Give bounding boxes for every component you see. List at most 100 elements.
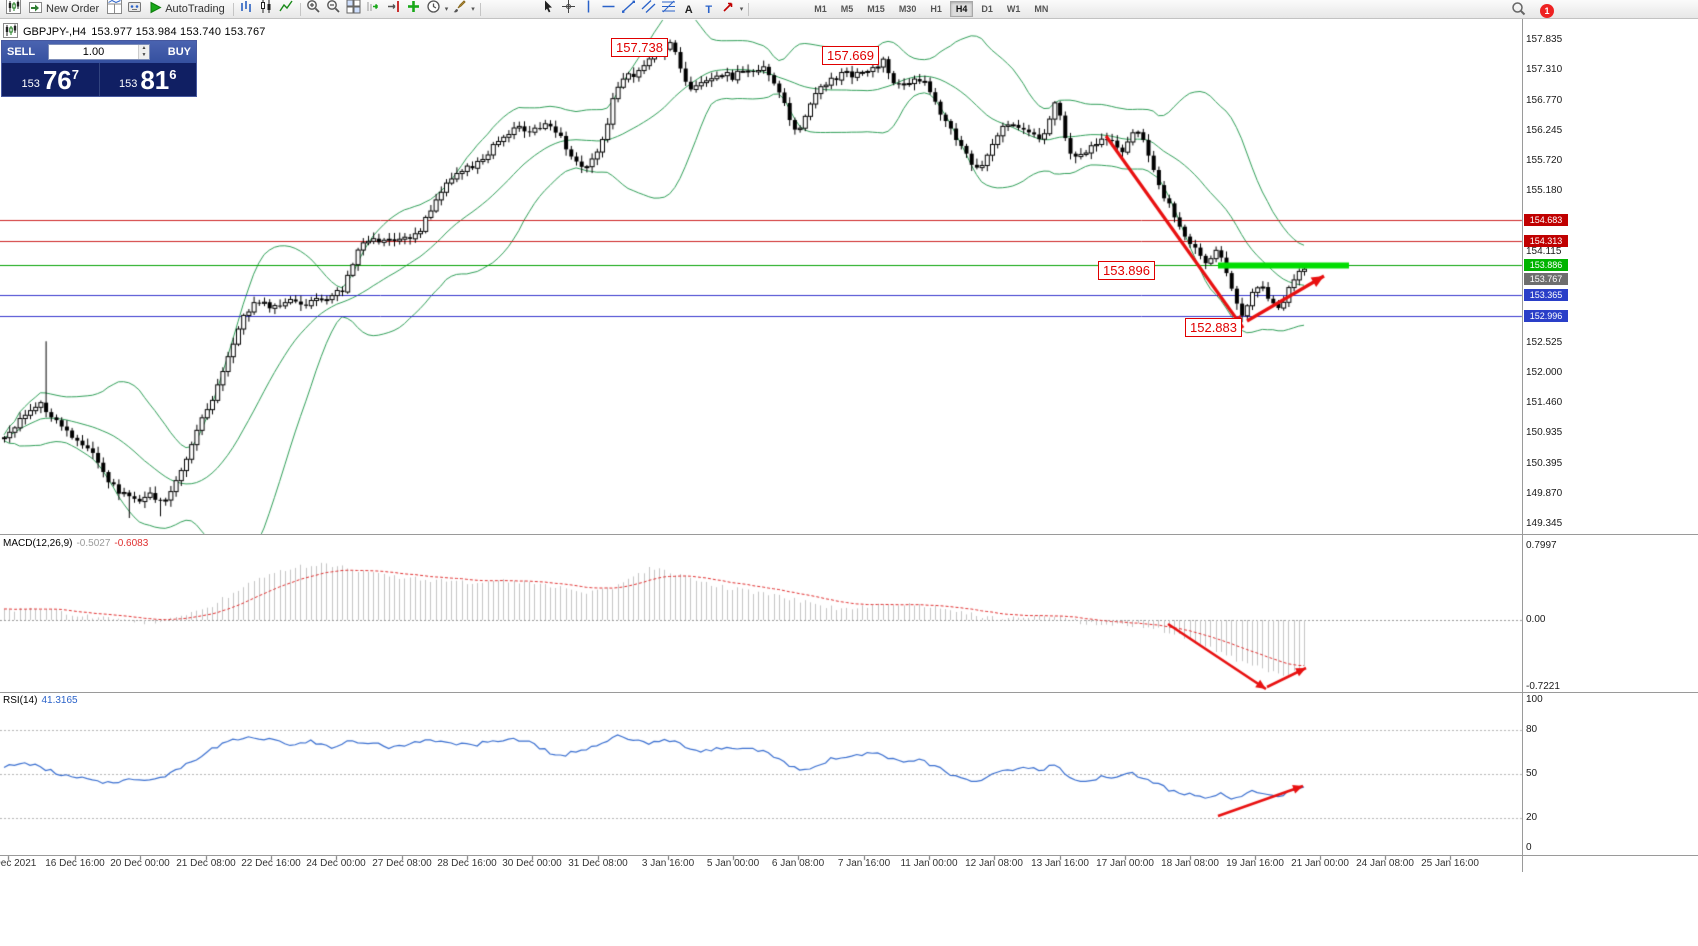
bar-chart-button[interactable] (237, 1, 257, 18)
autotrading-button-label: AutoTrading (165, 3, 225, 15)
tile-windows-button[interactable] (344, 0, 364, 18)
timeframe-w1-button[interactable]: W1 (1006, 4, 1021, 14)
macd-panel-divider[interactable] (0, 534, 1698, 535)
price-annotation-label[interactable]: 152.883 (1185, 318, 1242, 337)
autotrading-button[interactable]: AutoTrading (144, 1, 230, 18)
price-axis-border (1522, 19, 1523, 872)
navigator-button[interactable] (124, 1, 144, 18)
time-axis-label: 25 Jan 16:00 (1421, 858, 1479, 869)
time-axis-label: 28 Dec 16:00 (437, 858, 497, 869)
timeframe-h4-button[interactable]: H4 (949, 1, 974, 17)
time-axis-label: 11 Jan 00:00 (900, 858, 958, 869)
indicators-button[interactable] (404, 1, 424, 18)
line-chart-icon (279, 0, 294, 19)
new-chart-button[interactable] (3, 0, 23, 18)
toolbar-separator (299, 2, 301, 16)
price-annotation-label[interactable]: 153.896 (1098, 261, 1155, 280)
notifications-button[interactable]: 1 (1537, 2, 1557, 19)
zoom-out-button[interactable] (324, 0, 344, 19)
rsi-scale-label: 100 (1526, 694, 1543, 705)
text-label-button[interactable]: T (699, 1, 719, 18)
zoom-in-button[interactable] (304, 0, 324, 18)
timeframe-m1-button[interactable]: M1 (814, 4, 827, 14)
toolbar-group: A T ▾ (539, 0, 746, 19)
cursor-button[interactable] (539, 0, 559, 18)
chart-shift-button[interactable] (384, 1, 404, 18)
price-tick-label: 151.460 (1526, 397, 1563, 409)
crosshair-icon (561, 0, 576, 19)
volume-increase-button[interactable]: ▲ (139, 45, 149, 52)
timeframe-d1-button[interactable]: D1 (981, 4, 993, 14)
price-annotation-label[interactable]: 157.738 (611, 38, 668, 57)
dropdown-caret-icon: ▾ (739, 6, 744, 13)
time-axis-label: 6 Jan 08:00 (771, 858, 825, 869)
notification-badge-icon: 1 (1540, 3, 1554, 18)
one-click-prices: 153 76 7 153 81 6 (2, 63, 196, 96)
price-axis[interactable]: 157.835 157.310 156.770 156.245 155.720 155.1… (1523, 19, 1698, 855)
candlestick-chart-button[interactable] (257, 0, 277, 18)
timeframe-m30-button[interactable]: M30 (898, 4, 917, 14)
trendline-button[interactable] (619, 0, 639, 18)
crosshair-button[interactable] (559, 0, 579, 19)
templates-button[interactable]: ▾ (450, 0, 477, 18)
new-order-button[interactable]: New Order (23, 1, 104, 18)
channel-icon (641, 0, 656, 19)
candlestick-mini-icon (3, 23, 18, 41)
periods-button[interactable]: ▾ (424, 0, 451, 18)
chart-ohlc-values: 153.977 153.984 153.740 153.767 (91, 26, 266, 38)
timeframe-m15-button[interactable]: M15 (867, 4, 885, 14)
rsi-scale-label: 50 (1526, 768, 1538, 779)
time-axis-label: 13 Jan 16:00 (1031, 858, 1089, 869)
text-button[interactable]: A (679, 1, 699, 18)
macd-name: MACD(12,26,9) (3, 538, 73, 549)
text-icon: A (684, 4, 693, 16)
price-level-badge: 152.996 (1524, 309, 1568, 322)
market-watch-button[interactable] (104, 0, 124, 19)
timeframe-mn-button[interactable]: MN (1034, 4, 1049, 14)
sell-button[interactable]: 153 76 7 (2, 63, 100, 96)
sell-price-big: 76 (42, 64, 72, 95)
auto-scroll-icon (366, 0, 381, 19)
price-tick-label: 155.180 (1526, 185, 1563, 197)
vertical-line-button[interactable] (579, 0, 599, 18)
search-button[interactable] (1508, 1, 1528, 19)
chart-title: GBPJPY-,H4 153.977 153.984 153.740 153.7… (3, 23, 266, 41)
market-watch-icon (106, 0, 122, 19)
price-tick-label: 156.245 (1526, 124, 1563, 136)
timeframe-h1-button[interactable]: H1 (930, 4, 942, 14)
rsi-name: RSI(14) (3, 695, 38, 706)
buy-price-prefix: 153 (118, 78, 138, 90)
timeframe-m5-button[interactable]: M5 (840, 4, 854, 14)
auto-scroll-button[interactable] (364, 1, 384, 18)
time-axis[interactable]: 15 Dec 2021 16 Dec 16:00 20 Dec 00:00 21 De… (0, 856, 1698, 872)
volume-input[interactable] (49, 45, 138, 59)
toolbar-separator (479, 2, 481, 16)
fibonacci-button[interactable] (659, 0, 679, 18)
horizontal-line-icon (601, 0, 616, 19)
toolbar-group: New Order AutoTrading (3, 0, 230, 19)
price-tick-label: 150.935 (1526, 427, 1563, 439)
horizontal-line-button[interactable] (599, 1, 619, 18)
price-level-badge: 153.886 (1524, 259, 1568, 272)
bar-chart-icon (239, 0, 254, 19)
time-axis-label: 15 Dec 2021 (0, 858, 37, 869)
price-tick-label: 155.720 (1526, 154, 1563, 166)
rsi-value: 41.3165 (41, 695, 78, 706)
new-order-button-label: New Order (46, 3, 100, 15)
arrows-button[interactable]: ▾ (719, 1, 746, 18)
time-axis-label: 12 Jan 08:00 (965, 858, 1023, 869)
buy-button[interactable]: 153 81 6 (100, 63, 197, 96)
one-click-header: SELL ▲ ▼ BUY (2, 41, 196, 63)
price-level-badge: 153.767 (1524, 272, 1568, 285)
chart-shift-icon (386, 0, 401, 19)
rsi-panel-divider[interactable] (0, 692, 1698, 693)
buy-price-sup: 6 (169, 67, 177, 82)
zoom-out-icon (326, 0, 341, 19)
arrows-icon (721, 0, 736, 19)
line-chart-button[interactable] (277, 0, 297, 19)
price-annotation-label[interactable]: 157.669 (822, 46, 879, 65)
channel-button[interactable] (639, 0, 659, 19)
volume-decrease-button[interactable]: ▼ (139, 52, 149, 59)
price-tick-label: 157.310 (1526, 63, 1563, 75)
